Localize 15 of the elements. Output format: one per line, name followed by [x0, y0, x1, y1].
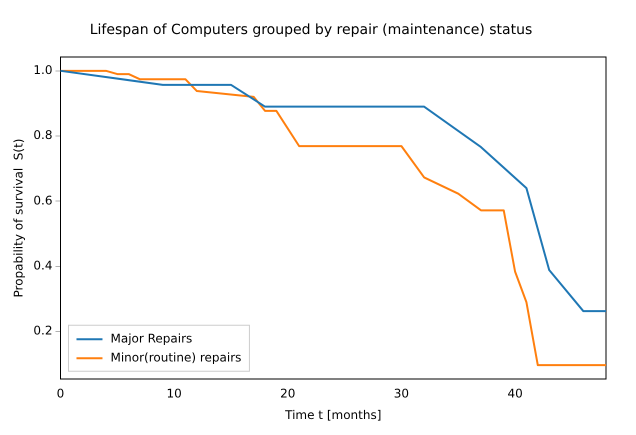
y-tick-label: 1.0 [33, 62, 52, 77]
x-tick-label: 40 [507, 386, 523, 401]
y-tick-label: 0.8 [33, 128, 52, 142]
y-tick-label: 0.4 [33, 258, 52, 273]
x-tick-label: 30 [394, 386, 410, 401]
chart-title: Lifespan of Computers grouped by repair (maintenance) status [90, 22, 532, 38]
legend-label: Minor(routine) repairs [110, 350, 242, 364]
legend-label: Major Repairs [110, 331, 192, 346]
y-tick-label: 0.2 [33, 324, 52, 338]
y-axis-title: Propability of survival S(t) [11, 138, 26, 298]
x-axis-title: Time t [months] [284, 408, 382, 422]
x-tick-label: 10 [166, 386, 182, 401]
x-tick-label: 0 [56, 386, 64, 401]
x-tick-label: 20 [280, 386, 296, 401]
y-tick-label: 0.6 [33, 193, 52, 208]
